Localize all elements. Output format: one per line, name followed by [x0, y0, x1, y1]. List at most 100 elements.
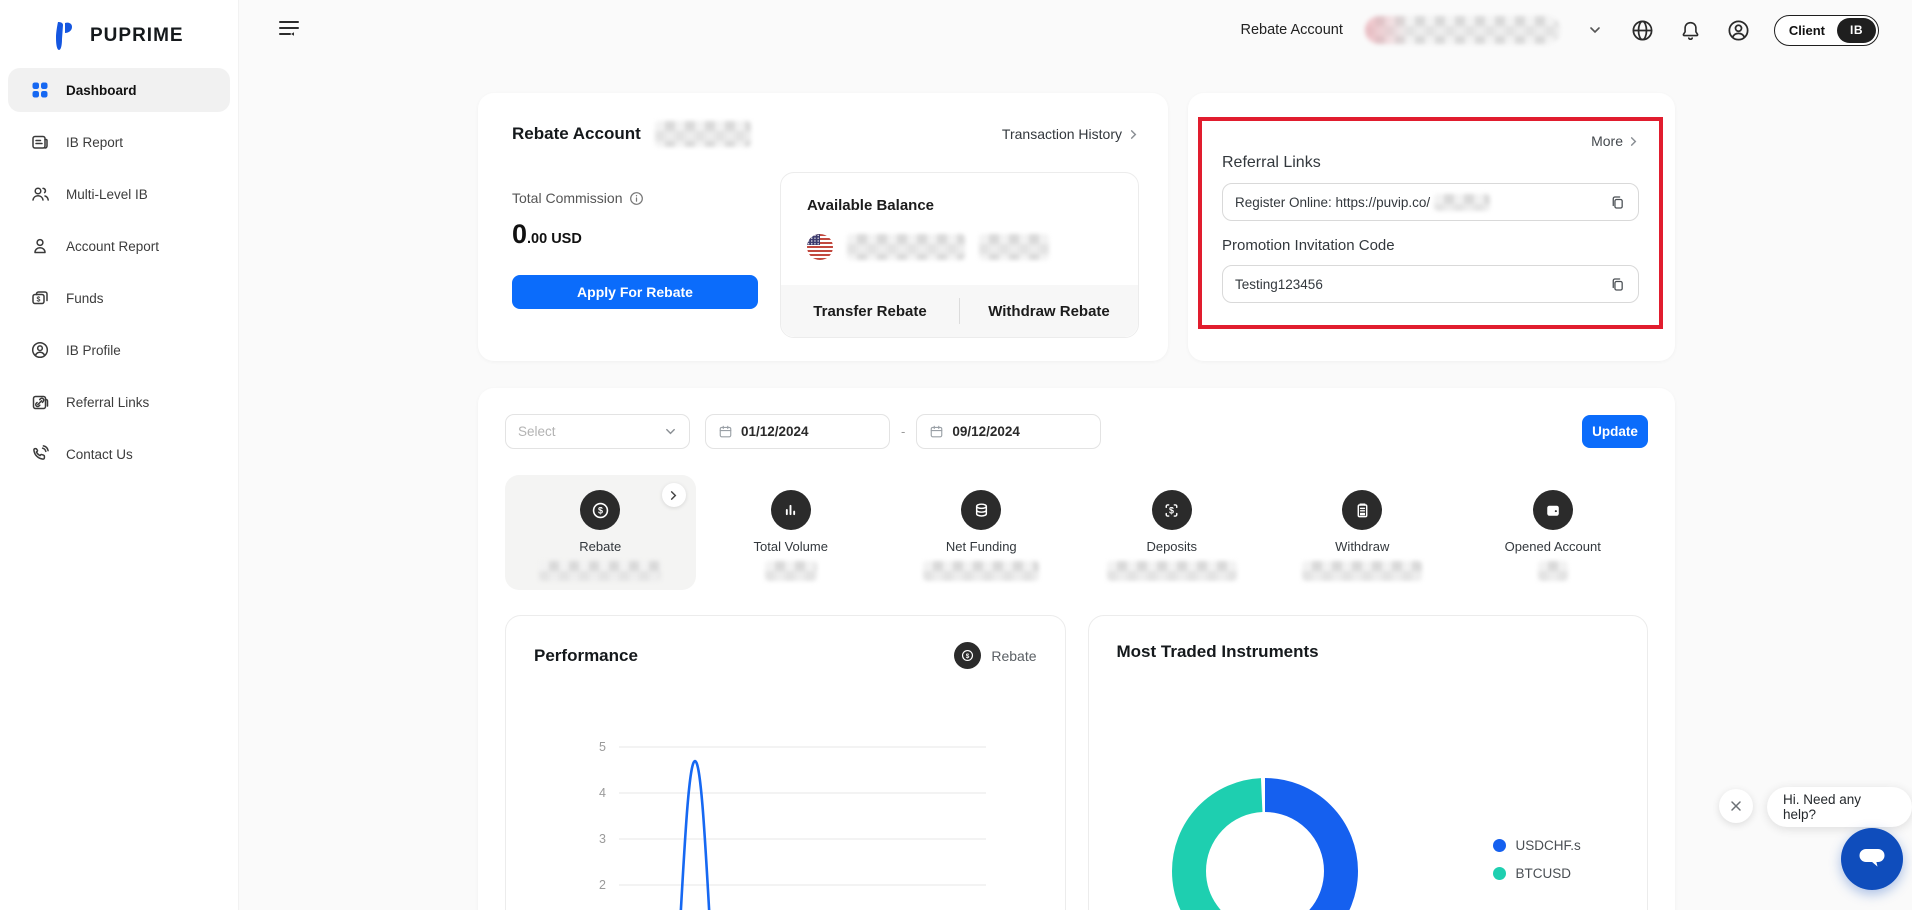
notification-bell-icon[interactable] — [1678, 17, 1704, 43]
svg-text:$: $ — [37, 297, 41, 304]
rebate-coin-icon: $ — [580, 490, 621, 530]
svg-text:$: $ — [966, 653, 970, 660]
brand-name: PUPRIME — [90, 25, 184, 46]
balance-amount-masked — [979, 234, 1049, 260]
performance-title: Performance — [534, 645, 638, 665]
transaction-history-link[interactable]: Transaction History — [1002, 126, 1139, 142]
register-link-text: Register Online: https://puvip.co/ — [1235, 194, 1431, 210]
chat-tooltip-close-button[interactable] — [1719, 789, 1753, 823]
sidebar-item-ib-profile[interactable]: IB Profile — [8, 328, 230, 372]
sidebar: PUPRIME Dashboard IB Report Multi-Level … — [0, 0, 239, 910]
legend-label: USDCHF.s — [1515, 838, 1581, 853]
withdraw-receipt-icon — [1342, 490, 1383, 530]
stat-label: Deposits — [1146, 539, 1198, 554]
chat-launcher-button[interactable] — [1841, 828, 1903, 890]
client-ib-toggle[interactable]: Client IB — [1773, 14, 1879, 46]
chat-tooltip[interactable]: Hi. Need any help? — [1767, 787, 1912, 827]
stat-expand-button[interactable] — [661, 483, 686, 507]
promotion-code-value: Testing123456 — [1235, 276, 1323, 292]
info-icon[interactable] — [629, 191, 644, 206]
rebate-account-card: Rebate Account Transaction History Total… — [478, 93, 1168, 361]
stat-net-funding[interactable]: Net Funding — [886, 475, 1077, 590]
y-tick: 3 — [599, 832, 606, 846]
balance-account-masked — [847, 234, 965, 260]
sidebar-item-dashboard[interactable]: Dashboard — [8, 68, 230, 112]
stat-rebate[interactable]: $ Rebate — [505, 475, 696, 590]
svg-text:$: $ — [598, 505, 603, 515]
sidebar-item-label: Account Report — [66, 238, 160, 254]
brand-logo[interactable]: PUPRIME — [0, 12, 238, 60]
legend-dot-blue — [1492, 839, 1506, 852]
sidebar-item-ib-report[interactable]: IB Report — [8, 120, 230, 164]
sidebar-item-funds[interactable]: $ Funds — [8, 276, 230, 320]
stat-opened-account[interactable]: Opened Account — [1458, 475, 1649, 590]
withdraw-rebate-button[interactable]: Withdraw Rebate — [988, 302, 1110, 320]
promotion-code-label: Promotion Invitation Code — [1222, 237, 1395, 254]
transfer-rebate-button[interactable]: Transfer Rebate — [813, 302, 927, 320]
update-button[interactable]: Update — [1582, 415, 1648, 448]
referral-links-title: Referral Links — [1222, 154, 1321, 171]
referral-links-card: More Referral Links Register Online: htt… — [1188, 93, 1675, 361]
funds-icon: $ — [30, 288, 50, 308]
register-link-field[interactable]: Register Online: https://puvip.co/ — [1222, 183, 1639, 221]
menu-collapse-icon[interactable] — [277, 16, 301, 45]
sidebar-item-contact-us[interactable]: Contact Us — [8, 432, 230, 476]
stat-value-masked — [539, 561, 662, 581]
stats-row: $ Rebate Total Volume Net Funding $ Depo… — [505, 475, 1648, 590]
svg-text:$: $ — [1169, 505, 1174, 515]
stat-value-masked — [1302, 561, 1423, 581]
dashboard-icon — [30, 80, 50, 100]
chevron-down-icon[interactable] — [1582, 17, 1608, 43]
vertical-divider — [959, 298, 960, 324]
client-toggle-label[interactable]: Client — [1788, 22, 1825, 38]
sidebar-item-label: Dashboard — [66, 82, 137, 98]
performance-legend-label: Rebate — [991, 647, 1037, 664]
date-to-input[interactable]: 09/12/2024 — [916, 414, 1102, 449]
chevron-right-icon — [1130, 129, 1137, 139]
stat-label: Withdraw — [1335, 539, 1390, 554]
sidebar-item-label: Contact Us — [66, 446, 133, 462]
rebate-card-title: Rebate Account — [512, 124, 641, 143]
copy-link-icon[interactable] — [1609, 194, 1626, 211]
date-range-separator: - — [901, 424, 906, 439]
date-from-input[interactable]: 01/12/2024 — [705, 414, 890, 449]
stat-value-masked — [923, 561, 1040, 581]
stat-deposits[interactable]: $ Deposits — [1077, 475, 1268, 590]
sidebar-item-account-report[interactable]: Account Report — [8, 224, 230, 268]
sidebar-nav: Dashboard IB Report Multi-Level IB Accou… — [0, 68, 238, 476]
chevron-right-icon — [1630, 136, 1637, 146]
copy-code-icon[interactable] — [1609, 276, 1626, 293]
sidebar-item-label: Referral Links — [66, 394, 150, 410]
top-bar-right: Rebate Account Client IB — [1240, 14, 1912, 46]
apply-for-rebate-button[interactable]: Apply For Rebate — [512, 275, 758, 309]
sidebar-item-referral-links[interactable]: Referral Links — [8, 380, 230, 424]
rebate-account-id-masked — [654, 121, 751, 147]
deposit-dollar-icon: $ — [1151, 490, 1192, 530]
calendar-icon — [931, 425, 943, 438]
legend-label: BTCUSD — [1515, 866, 1572, 881]
promotion-code-field[interactable]: Testing123456 — [1222, 265, 1639, 303]
wallet-icon — [1532, 490, 1573, 530]
puprime-logo-icon — [56, 22, 72, 50]
stat-total-volume[interactable]: Total Volume — [696, 475, 887, 590]
transaction-history-label: Transaction History — [1001, 126, 1122, 142]
sidebar-item-multi-level-ib[interactable]: Multi-Level IB — [8, 172, 230, 216]
commission-integer: 0 — [512, 219, 528, 249]
select-placeholder: Select — [518, 424, 556, 439]
user-profile-icon[interactable] — [1726, 17, 1752, 43]
donut-slice-btcusd — [1171, 778, 1358, 910]
most-traded-title: Most Traded Instruments — [1116, 642, 1319, 661]
stat-label: Total Volume — [753, 539, 828, 554]
instruments-donut-chart — [1171, 778, 1358, 910]
available-balance-label: Available Balance — [807, 197, 935, 214]
stat-withdraw[interactable]: Withdraw — [1267, 475, 1458, 590]
account-number-masked[interactable] — [1364, 16, 1560, 44]
account-select-dropdown[interactable]: Select — [505, 414, 690, 449]
stat-value-masked — [1537, 561, 1568, 581]
multi-level-ib-icon — [30, 184, 50, 204]
ib-toggle-label[interactable]: IB — [1837, 17, 1876, 43]
more-link[interactable]: More — [1222, 133, 1639, 149]
globe-icon[interactable] — [1630, 17, 1656, 43]
calendar-icon — [719, 425, 732, 438]
